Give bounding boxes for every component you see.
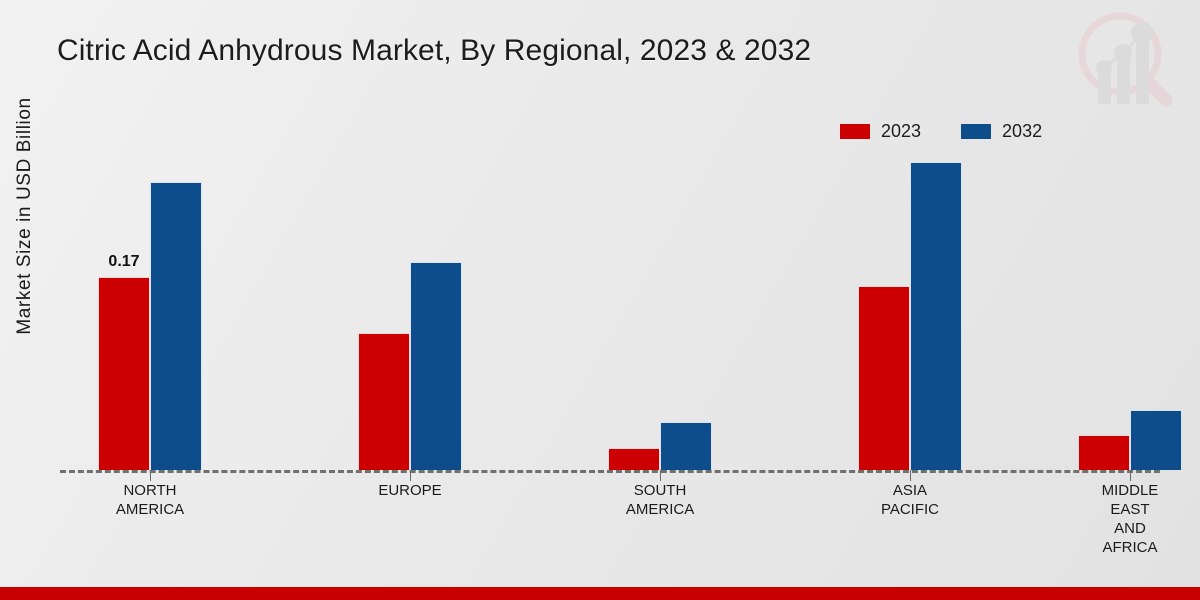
- bar-2032-2[interactable]: [660, 422, 713, 470]
- axis-tick: [660, 470, 662, 481]
- bar-group: 0.17 NORTH AMERICA: [40, 140, 260, 518]
- category-label: MIDDLE EAST AND AFRICA: [1101, 482, 1159, 556]
- category-label: NORTH AMERICA: [115, 482, 185, 518]
- axis-baseline: [60, 470, 1160, 473]
- axis-tick: [1129, 470, 1131, 481]
- bar-2032-1[interactable]: [410, 261, 463, 470]
- legend-swatch-2032: [961, 124, 992, 139]
- legend-swatch-2023: [840, 124, 870, 139]
- axis-tick: [909, 470, 911, 481]
- bar-2023-0[interactable]: 0.17: [97, 253, 150, 470]
- bar-2023-1[interactable]: [358, 333, 411, 470]
- magnifier-bar-chart-logo-icon: [1078, 12, 1173, 107]
- category-label: EUROPE: [378, 482, 442, 499]
- legend-label-2032: 2032: [1002, 121, 1043, 141]
- legend-item-2023[interactable]: 2023: [840, 121, 921, 142]
- legend-label-2023: 2023: [881, 121, 922, 141]
- bar-group: SOUTH AMERICA: [550, 140, 770, 518]
- category-label: ASIA PACIFIC: [880, 482, 939, 518]
- axis-tick: [149, 470, 151, 481]
- legend: 2023 2032: [840, 121, 1042, 142]
- axis-tick: [410, 470, 412, 481]
- page-title: Citric Acid Anhydrous Market, By Regiona…: [57, 34, 812, 67]
- bar-2032-4[interactable]: [1129, 409, 1182, 470]
- bar-value-label: 0.17: [108, 252, 140, 270]
- bar-2032-0[interactable]: [149, 182, 202, 470]
- plot-area: 0.17 NORTH AMERICA EUROPE SOUTH AMERICA ASIA…: [60, 140, 1182, 556]
- bar-2023-2[interactable]: [608, 448, 661, 470]
- bar-2023-4[interactable]: [1077, 434, 1130, 470]
- bar-2032-3[interactable]: [909, 161, 962, 470]
- bar-2023-3[interactable]: [857, 285, 910, 470]
- bar-group: EUROPE: [300, 140, 520, 499]
- bar-group: MIDDLE EAST AND AFRICA: [1020, 140, 1200, 556]
- category-label: SOUTH AMERICA: [625, 482, 695, 518]
- footer-accent-bar: [0, 587, 1200, 600]
- legend-item-2032[interactable]: 2032: [961, 121, 1042, 142]
- bar-group: ASIA PACIFIC: [800, 140, 1020, 518]
- y-axis-title: Market Size in USD Billion: [14, 97, 35, 335]
